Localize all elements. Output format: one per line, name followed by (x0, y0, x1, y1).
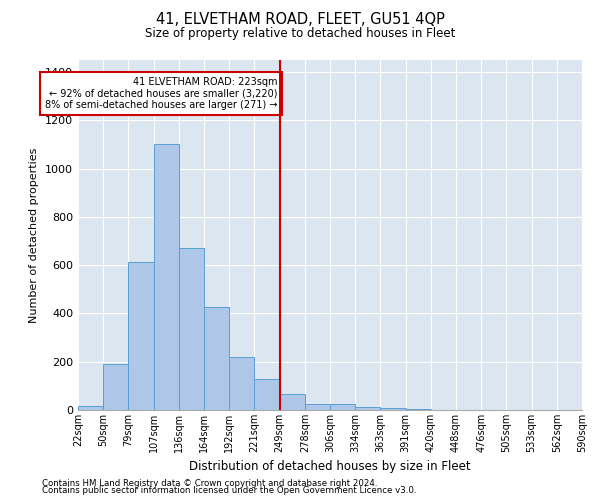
Text: 41, ELVETHAM ROAD, FLEET, GU51 4QP: 41, ELVETHAM ROAD, FLEET, GU51 4QP (155, 12, 445, 28)
Bar (330, 404, 355, 410)
Y-axis label: Number of detached properties: Number of detached properties (29, 148, 40, 322)
Bar (305, 404, 330, 410)
Bar (355, 407, 380, 410)
Bar (103, 364, 128, 410)
Text: Size of property relative to detached houses in Fleet: Size of property relative to detached ho… (145, 28, 455, 40)
Bar (406, 409, 431, 410)
X-axis label: Distribution of detached houses by size in Fleet: Distribution of detached houses by size … (189, 460, 471, 473)
Bar (179, 248, 204, 410)
Bar (280, 394, 305, 410)
Bar (380, 408, 406, 410)
Bar (154, 144, 179, 410)
Text: 41 ELVETHAM ROAD: 223sqm
← 92% of detached houses are smaller (3,220)
8% of semi: 41 ELVETHAM ROAD: 223sqm ← 92% of detach… (44, 77, 277, 110)
Bar (78, 406, 103, 410)
Bar (204, 308, 229, 410)
Text: Contains HM Land Registry data © Crown copyright and database right 2024.: Contains HM Land Registry data © Crown c… (42, 478, 377, 488)
Bar (254, 378, 280, 410)
Text: Contains public sector information licensed under the Open Government Licence v3: Contains public sector information licen… (42, 486, 416, 495)
Bar (128, 262, 154, 410)
Bar (229, 357, 254, 410)
